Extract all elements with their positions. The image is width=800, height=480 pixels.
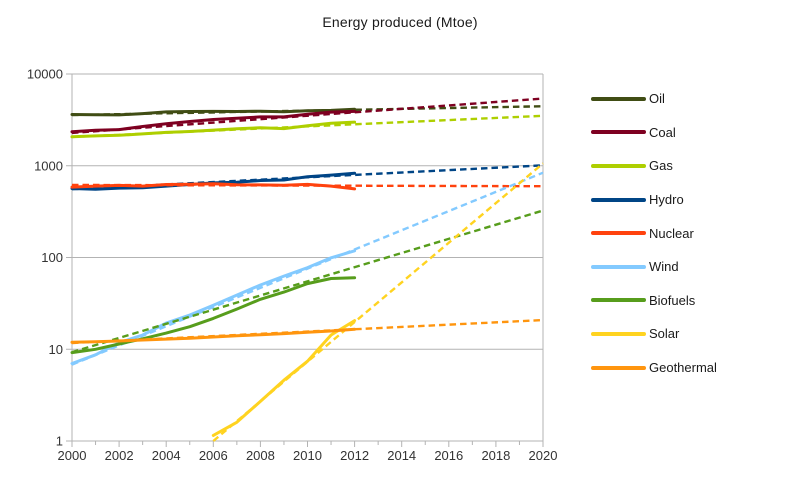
legend-item-geothermal: Geothermal <box>591 351 751 385</box>
x-axis-label-2020: 2020 <box>529 448 558 463</box>
legend-color-line-gas <box>591 163 646 168</box>
legend-color-line-biofuels <box>591 298 646 303</box>
legend-item-nuclear: Nuclear <box>591 216 751 250</box>
legend-color-line-oil <box>591 96 646 101</box>
x-axis-label-2014: 2014 <box>387 448 416 463</box>
legend-label-nuclear: Nuclear <box>649 225 694 241</box>
x-axis-label-2000: 2000 <box>58 448 87 463</box>
legend-color-line-geothermal <box>591 365 646 370</box>
x-axis-label-2002: 2002 <box>105 448 134 463</box>
legend-item-oil: Oil <box>591 82 751 116</box>
trend-line-gas <box>71 114 544 139</box>
x-axis-label-2008: 2008 <box>246 448 275 463</box>
legend-color-line-solar <box>591 331 646 336</box>
legend-label-coal: Coal <box>649 124 676 140</box>
legend-label-wind: Wind <box>649 259 679 275</box>
legend-label-oil: Oil <box>649 91 665 107</box>
trend-line-oil <box>71 105 544 117</box>
trend-line-solar <box>212 162 544 442</box>
legend-item-coal: Coal <box>591 116 751 150</box>
trend-line-wind <box>71 171 544 366</box>
x-axis-label-2016: 2016 <box>434 448 463 463</box>
y-axis-label-100: 100 <box>41 250 63 265</box>
legend-item-gas: Gas <box>591 149 751 183</box>
legend-item-biofuels: Biofuels <box>591 284 751 318</box>
chart-legend: Oil Coal Gas Hydro Nuclear Wind Biofuels Solar G… <box>591 82 751 384</box>
legend-color-line-nuclear <box>591 231 646 236</box>
legend-item-solar: Solar <box>591 317 751 351</box>
x-axis-label-2010: 2010 <box>293 448 322 463</box>
legend-label-gas: Gas <box>649 158 673 174</box>
legend-label-hydro: Hydro <box>649 192 684 208</box>
trend-line-coal <box>71 97 544 135</box>
legend-label-biofuels: Biofuels <box>649 292 696 308</box>
legend-color-line-hydro <box>591 197 646 202</box>
trend-line-geothermal <box>71 318 544 345</box>
y-axis-label-10000: 10000 <box>27 67 63 82</box>
chart-title: Energy produced (Mtoe) <box>322 14 478 30</box>
legend-color-line-wind <box>591 264 646 269</box>
legend-label-geothermal: Geothermal <box>649 360 717 376</box>
trend-line-biofuels <box>71 209 544 354</box>
x-axis-label-2006: 2006 <box>199 448 228 463</box>
legend-color-line-coal <box>591 130 646 135</box>
x-axis-label-2004: 2004 <box>152 448 181 463</box>
y-axis-label-10: 10 <box>49 342 63 357</box>
legend-item-hydro: Hydro <box>591 183 751 217</box>
legend-label-solar: Solar <box>649 326 680 342</box>
trend-line-nuclear <box>71 183 544 188</box>
series-line-biofuels <box>70 276 357 355</box>
series-line-solar <box>211 319 357 437</box>
y-axis-label-1: 1 <box>56 434 63 449</box>
legend-item-wind: Wind <box>591 250 751 284</box>
x-axis-label-2018: 2018 <box>481 448 510 463</box>
x-axis-label-2012: 2012 <box>340 448 369 463</box>
y-axis-label-1000: 1000 <box>34 158 63 173</box>
